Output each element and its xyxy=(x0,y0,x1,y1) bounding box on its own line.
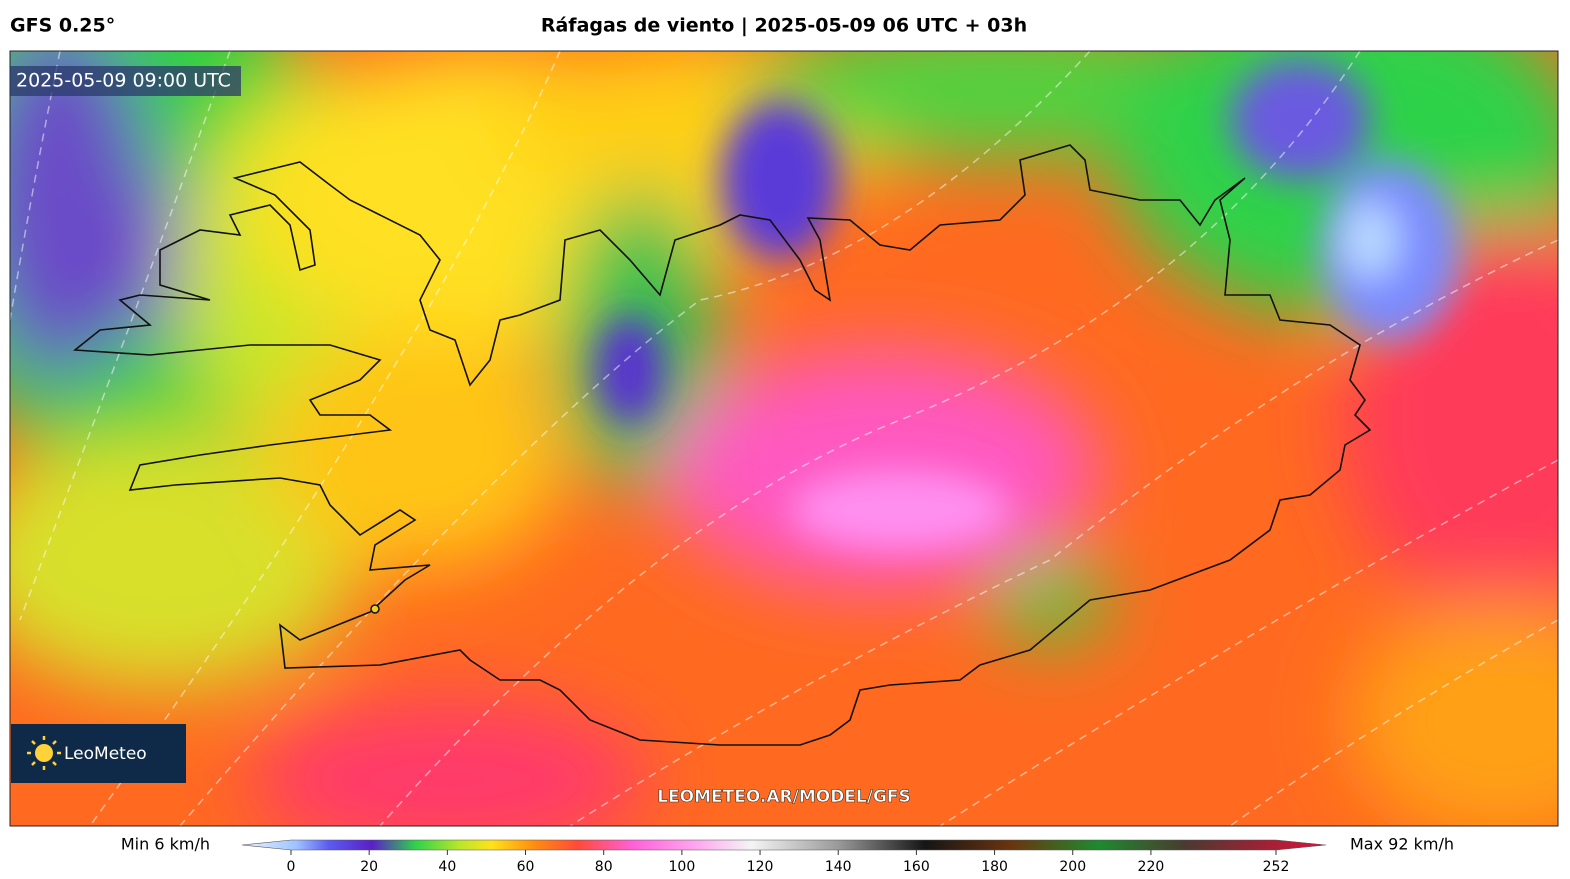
colorbar-tick-label: 200 xyxy=(1059,859,1086,875)
logo-text: LeoMeteo xyxy=(64,744,147,764)
colorbar-tick-label: 220 xyxy=(1138,859,1165,875)
logo-sun xyxy=(27,736,61,770)
colorbar-min: Min 6 km/h xyxy=(121,835,210,854)
colorbar-tick-label: 80 xyxy=(595,859,613,875)
colorbar-tick-label: 120 xyxy=(747,859,774,875)
valid-time: 2025-05-09 09:00 UTC xyxy=(16,70,231,92)
colorbar xyxy=(241,839,1327,851)
colorbar-tick-label: 252 xyxy=(1263,859,1290,875)
colorbar-tick-label: 60 xyxy=(517,859,535,875)
colorbar-ticks: 0 20 40 60 80 100 120 140 160 180 200 220 252 xyxy=(287,850,1290,875)
colorbar-tick-label: 40 xyxy=(438,859,456,875)
colorbar-tick-label: 160 xyxy=(903,859,930,875)
watermark: LEOMETEO.AR/MODEL/GFS xyxy=(657,787,911,807)
colorbar-tick-label: 100 xyxy=(669,859,696,875)
wind-field xyxy=(10,51,1558,826)
colorbar-max: Max 92 km/h xyxy=(1350,835,1454,854)
colorbar-tick-label: 0 xyxy=(287,859,296,875)
colorbar-tick-label: 180 xyxy=(981,859,1008,875)
map-title: Ráfagas de viento | 2025-05-09 06 UTC + … xyxy=(541,15,1027,37)
colorbar-tick-label: 140 xyxy=(825,859,852,875)
colorbar-tick-label: 20 xyxy=(360,859,378,875)
model-label: GFS 0.25° xyxy=(10,15,115,37)
